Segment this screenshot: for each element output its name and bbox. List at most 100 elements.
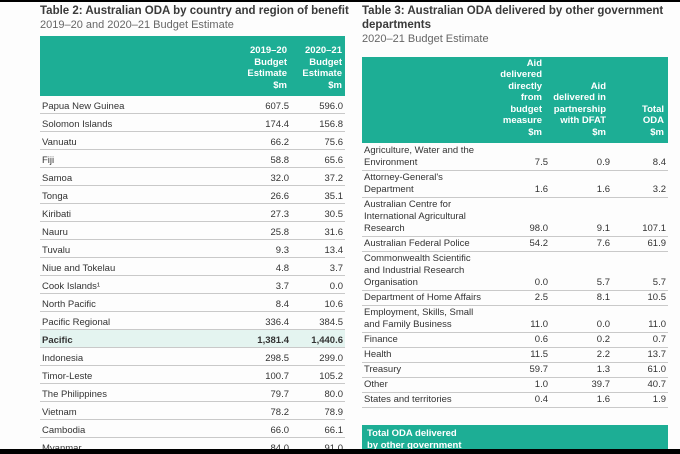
table-row: Fiji 58.8 65.6 — [40, 149, 345, 168]
table-row: Papua New Guinea 607.5 596.0 — [40, 96, 345, 114]
value-total: 40.7 — [612, 377, 668, 393]
value-2020-21: 37.2 — [291, 167, 345, 186]
table-row: Cambodia 66.0 66.1 — [40, 419, 345, 438]
table-row: Timor-Leste 100.7 105.2 — [40, 365, 345, 384]
label-line: Agriculture, Water and the — [364, 145, 475, 156]
table-row: Commonwealth Scientific and Industrial Re… — [362, 251, 668, 291]
value-direct: 1.0 — [494, 377, 550, 393]
value-2019-20: 336.4 — [237, 311, 291, 330]
header-line: directly — [508, 80, 542, 92]
header-line: Estimate — [247, 68, 287, 79]
header-line: with DFAT — [560, 115, 606, 126]
value-2020-21: 91.0 — [291, 437, 345, 449]
table2-body: Papua New Guinea 607.5 596.0 Solomon Island… — [40, 96, 345, 449]
row-label: North Pacific — [40, 293, 237, 312]
table-row: Myanmar 84.0 91.0 — [40, 437, 345, 449]
table-row: Australian Centre for International Agric… — [362, 197, 668, 237]
row-label: Australian Centre for International Agric… — [362, 197, 494, 237]
table2-subtitle: 2019–20 and 2020–21 Budget Estimate — [40, 19, 234, 31]
value-partnership: 8.1 — [550, 290, 612, 306]
header-line: Aid — [590, 80, 606, 92]
table-row: Agriculture, Water and the Environment 7.5… — [362, 144, 668, 171]
value-2019-20: 66.0 — [237, 419, 291, 438]
row-label: Commonwealth Scientific and Industrial Re… — [362, 251, 494, 291]
value-partnership: 0.0 — [550, 305, 612, 333]
value-total: 107.1 — [612, 197, 668, 237]
table-row: Samoa 32.0 37.2 — [40, 167, 345, 186]
value-total: 61.0 — [612, 362, 668, 378]
row-label: Niue and Tokelau — [40, 257, 237, 276]
value-direct: 11.5 — [494, 347, 550, 363]
value-2019-20: 58.8 — [237, 149, 291, 168]
table2-col-2020-21: 2020–21 Budget Estimate $m — [302, 45, 342, 91]
row-label: States and territories — [362, 392, 494, 408]
row-label: Agriculture, Water and the Environment — [362, 144, 494, 171]
label-line: Organisation — [364, 277, 418, 288]
header-line: ODA — [642, 115, 664, 126]
row-label: Myanmar — [40, 437, 237, 449]
value-2019-20: 32.0 — [237, 167, 291, 186]
value-total: 11.0 — [612, 305, 668, 333]
label-line: Finance — [364, 334, 398, 345]
row-label: Cook Islands¹ — [40, 275, 237, 294]
value-2019-20: 8.4 — [237, 293, 291, 312]
header-line: delivered in — [553, 92, 606, 103]
value-2020-21: 105.2 — [291, 365, 345, 384]
header-line: $m — [650, 126, 664, 138]
value-total: 1.9 — [612, 392, 668, 408]
value-total: 5.7 — [612, 251, 668, 291]
value-2019-20: 25.8 — [237, 221, 291, 240]
value-2019-20: 1,381.4 — [237, 329, 291, 348]
table-row: Department of Home Affairs 2.5 8.1 10.5 — [362, 290, 668, 306]
row-label: Pacific Regional — [40, 311, 237, 330]
table3-heading: Table 3: Australian ODA delivered by oth… — [362, 4, 680, 46]
value-2020-21: 13.4 — [291, 239, 345, 258]
value-partnership: 5.7 — [550, 251, 612, 291]
value-total: 61.9 — [612, 236, 668, 252]
value-partnership: 1.3 — [550, 362, 612, 378]
value-2019-20: 3.7 — [237, 275, 291, 294]
header-line: partnership — [553, 103, 606, 115]
table-row: Attorney-General's Department 1.6 1.6 3.2 — [362, 170, 668, 198]
value-2019-20: 79.7 — [237, 383, 291, 402]
value-2019-20: 4.8 — [237, 257, 291, 276]
table-row: Nauru 25.8 31.6 — [40, 221, 345, 240]
value-direct: 0.4 — [494, 392, 550, 408]
label-line: Employment, Skills, Small — [364, 307, 474, 318]
row-label: Fiji — [40, 149, 237, 168]
header-line: $m — [592, 126, 606, 138]
label-line: Department of Home Affairs — [364, 292, 482, 303]
value-direct: 0.6 — [494, 332, 550, 348]
value-2020-21: 299.0 — [291, 347, 345, 366]
label-line: Environment — [364, 157, 418, 168]
value-2020-21: 384.5 — [291, 311, 345, 330]
table-row: The Philippines 79.7 80.0 — [40, 383, 345, 402]
value-partnership: 1.6 — [550, 392, 612, 408]
table3-body: Agriculture, Water and the Environment 7.5… — [362, 144, 668, 408]
table-row: Pacific 1,381.4 1,440.6 — [40, 329, 345, 348]
table3-subtitle: 2020–21 Budget Estimate — [362, 33, 489, 45]
row-label: Kiribati — [40, 203, 237, 222]
value-2020-21: 35.1 — [291, 185, 345, 204]
label-line: Health — [364, 349, 392, 360]
value-2019-20: 26.6 — [237, 185, 291, 204]
value-2020-21: 1,440.6 — [291, 329, 345, 348]
table3-title: Table 3: Australian ODA delivered by oth… — [362, 5, 664, 31]
value-direct: 11.0 — [494, 305, 550, 333]
row-label: Papua New Guinea — [40, 96, 237, 114]
table3-col-direct: Aid delivered directly from budget measure $m — [500, 58, 542, 139]
table-row: Employment, Skills, Small and Family Busi… — [362, 305, 668, 333]
value-total: 10.5 — [612, 290, 668, 306]
label-line: States and territories — [364, 394, 452, 405]
value-2020-21: 0.0 — [291, 275, 345, 294]
label-line: Department — [364, 184, 414, 195]
header-line: Estimate — [302, 68, 342, 79]
header-line: Budget — [254, 56, 287, 68]
value-total: 8.4 — [612, 144, 668, 171]
value-direct: 54.2 — [494, 236, 550, 252]
value-partnership: 0.9 — [550, 144, 612, 171]
table-row: North Pacific 8.4 10.6 — [40, 293, 345, 312]
header-line: Budget — [309, 56, 342, 68]
table-row: Niue and Tokelau 4.8 3.7 — [40, 257, 345, 276]
